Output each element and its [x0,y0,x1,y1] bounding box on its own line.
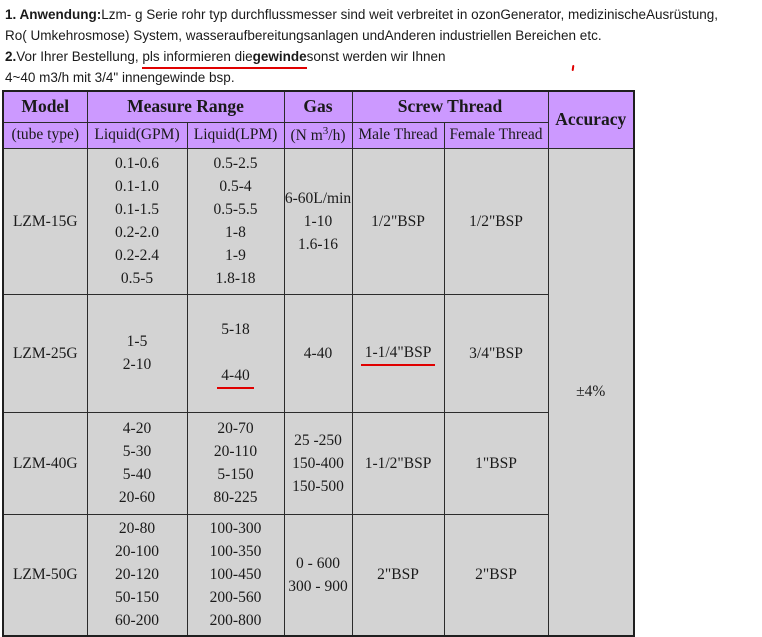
cell-gas: 25 -250 150-400 150-500 [283,411,353,515]
header-male-thread: Male Thread [351,121,445,149]
paragraph-1-line-1: 1. Anwendung:Lzm- g Serie rohr typ durch… [5,4,762,25]
table-row-lzm-15g: LZM-15G 0.1-0.6 0.1-1.0 0.1-1.5 0.2-2.0 … [2,147,635,637]
paragraph-2-text-before: Vor Ihrer Bestellung, [16,49,143,64]
cell-model: LZM-15G [2,147,88,295]
cell-liquid-lpm: 100-300 100-350 100-450 200-560 200-800 [186,513,285,637]
intro-text: 1. Anwendung:Lzm- g Serie rohr typ durch… [0,0,762,88]
red-underlined-phrase: pls informieren diegewinde [142,49,307,69]
male-thread-underlined-value: 1-1/4"BSP [360,343,436,366]
cell-liquid-gpm: 1-5 2-10 [86,293,188,413]
cell-liquid-gpm: 20-80 20-100 20-120 50-150 60-200 [86,513,188,637]
cell-female-thread: 1"BSP [443,411,549,515]
paragraph-2-text-after: sonst werden wir Ihnen [306,49,446,64]
header-accuracy: Accuracy [547,90,635,149]
header-measure-range: Measure Range [86,90,285,123]
cell-male-thread: 2"BSP [351,513,445,637]
cell-female-thread: 2"BSP [443,513,549,637]
cell-model: LZM-40G [2,411,88,515]
lpm-underlined-row: 4-40 [188,364,283,389]
header-liquid-gpm: Liquid(GPM) [86,121,188,149]
lpm-value: 5-18 [221,320,250,338]
cell-gas: 4-40 [283,293,353,413]
table-row-lzm-50g: LZM-50G 20-80 20-100 20-120 50-150 60-20… [2,513,634,637]
header-liquid-lpm: Liquid(LPM) [186,121,285,149]
cell-liquid-gpm: 0.1-0.6 0.1-1.0 0.1-1.5 0.2-2.0 0.2-2.4 … [86,147,188,295]
table-row-lzm-40g: LZM-40G 4-20 5-30 5-40 20-60 20-70 20-11… [2,411,634,515]
header-tube-type: (tube type) [2,121,88,149]
header-gas-unit: (N m3/h) [283,121,353,149]
cell-liquid-lpm: 20-70 20-110 5-150 80-225 [186,411,285,515]
table-row-lzm-25g: LZM-25G 1-5 2-10 5-18 4-40 4-40 1-1/4"BS… [2,293,634,413]
gas-unit-prefix: (N m [290,127,323,145]
cell-liquid-lpm: 5-18 4-40 [186,293,285,413]
gas-unit-superscript: 3 [322,124,329,137]
cell-gas: 0 - 600 300 - 900 [283,513,353,637]
cell-liquid-lpm: 0.5-2.5 0.5-4 0.5-5.5 1-8 1-9 1.8-18 [186,147,285,295]
spec-table: Model Measure Range Gas Screw Thread Acc… [2,90,635,637]
header-row-2: (tube type) Liquid(GPM) Liquid(LPM) (N m… [2,121,634,149]
header-screw-thread: Screw Thread [351,90,549,123]
cell-liquid-gpm: 4-20 5-30 5-40 20-60 [86,411,188,515]
paragraph-1-line-2: Ro( Umkehrosmose) System, wasseraufberei… [5,28,602,43]
cell-model: LZM-25G [2,293,88,413]
gas-unit-suffix: /h) [328,127,346,145]
header-model: Model [2,90,88,123]
cell-female-thread: 3/4"BSP [443,293,549,413]
cell-male-thread: 1-1/4"BSP [351,293,445,413]
cell-accuracy: ±4% [547,147,635,637]
cell-male-thread: 1/2"BSP [351,147,445,295]
underline-normal-text: pls informieren die [142,49,253,64]
cell-gas: 6-60L/min 1-10 1.6-16 [283,147,353,295]
header-row-1: Model Measure Range Gas Screw Thread Acc… [2,90,635,149]
header-female-thread: Female Thread [443,121,549,149]
cell-male-thread: 1-1/2"BSP [351,411,445,515]
cell-model: LZM-50G [2,513,88,637]
header-gas: Gas [283,90,353,123]
cell-female-thread: 1/2"BSP [443,147,549,295]
lpm-underlined-value: 4-40 [217,366,254,389]
paragraph-2-line-1: 2.Vor Ihrer Bestellung, pls informieren … [5,46,762,69]
paragraph-1-text: Lzm- g Serie rohr typ durchflussmesser s… [101,7,719,22]
paragraph-2-lead: 2. [5,49,17,64]
paragraph-2-line-2: 4~40 m3/h mit 3/4" innengewinde bsp. [5,70,235,85]
paragraph-1-lead: 1. Anwendung: [5,7,102,22]
underline-bold-text: gewinde [252,49,307,64]
